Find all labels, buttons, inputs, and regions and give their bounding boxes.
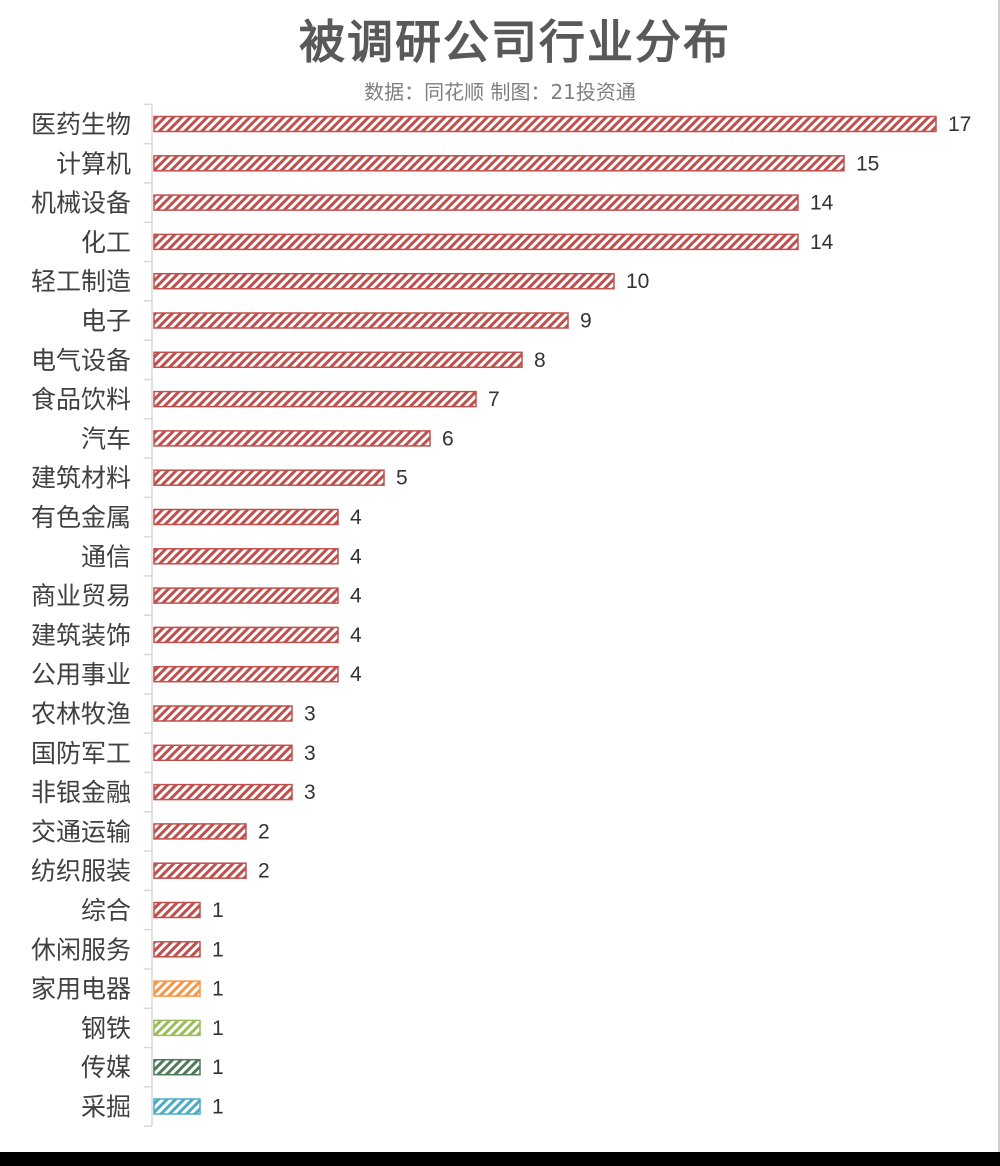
data-label: 4: [350, 506, 362, 529]
category-label: 纺织服装: [31, 857, 131, 886]
data-label: 7: [488, 388, 500, 411]
data-label: 1: [212, 1056, 224, 1079]
bar: [153, 233, 799, 251]
category-label: 轻工制造: [31, 267, 131, 296]
bar: [153, 941, 201, 958]
data-label: 17: [948, 113, 971, 136]
category-label: 国防军工: [31, 739, 131, 768]
category-label: 非银金融: [31, 778, 131, 807]
data-label: 1: [212, 1096, 224, 1119]
bar: [153, 901, 201, 919]
data-label: 9: [580, 310, 592, 333]
category-label: 建筑材料: [31, 464, 131, 493]
bar: [153, 272, 615, 290]
category-label: 汽车: [81, 424, 131, 453]
category-label: 食品饮料: [31, 385, 131, 414]
data-label: 4: [350, 624, 362, 647]
data-label: 2: [258, 820, 270, 843]
category-label: 综合: [81, 896, 131, 925]
category-label: 家用电器: [31, 975, 131, 1004]
data-label: 4: [350, 585, 362, 608]
category-label: 电子: [81, 307, 131, 336]
bar: [153, 548, 339, 565]
category-label: 化工: [81, 228, 131, 257]
bar: [153, 783, 293, 801]
data-label: 3: [304, 781, 316, 804]
bar: [153, 1058, 201, 1076]
chart-title: 被调研公司行业分布: [299, 15, 731, 69]
bar: [153, 1019, 201, 1037]
bar: [153, 312, 569, 329]
category-label: 交通运输: [31, 817, 131, 846]
bar: [153, 430, 431, 447]
category-label: 通信: [81, 542, 131, 571]
category-label: 电气设备: [31, 346, 131, 375]
bar: [153, 194, 799, 211]
data-label: 14: [810, 192, 834, 215]
chart-subtitle: 数据：同花顺 制图：21投资通: [364, 80, 636, 104]
bar: [153, 587, 339, 604]
data-label: 2: [258, 860, 270, 883]
data-label: 8: [534, 349, 546, 372]
data-label: 1: [212, 978, 224, 1001]
bar: [153, 626, 339, 644]
category-label: 医药生物: [31, 110, 131, 139]
bar: [153, 155, 845, 172]
category-label: 商业贸易: [31, 582, 131, 611]
data-label: 1: [212, 1017, 224, 1040]
category-label: 计算机: [56, 149, 131, 178]
bar: [153, 862, 247, 879]
data-label: 5: [396, 467, 408, 490]
bar: [153, 665, 339, 683]
category-label: 农林牧渔: [31, 700, 131, 729]
bar: [153, 115, 937, 133]
data-label: 3: [304, 742, 316, 765]
data-label: 1: [212, 899, 224, 922]
category-label: 机械设备: [31, 189, 131, 218]
bar: [153, 1098, 201, 1115]
category-label: 有色金属: [31, 503, 131, 532]
data-label: 6: [442, 427, 454, 450]
data-label: 10: [626, 270, 649, 293]
category-label: 公用事业: [31, 660, 131, 689]
category-label: 休闲服务: [31, 935, 131, 964]
data-label: 3: [304, 703, 316, 726]
category-label: 传媒: [81, 1053, 131, 1082]
bar: [153, 980, 201, 997]
category-label: 钢铁: [81, 1014, 131, 1043]
bar: [153, 744, 293, 762]
data-label: 14: [810, 231, 834, 254]
category-label: 采掘: [81, 1093, 131, 1122]
bar: [153, 390, 477, 408]
bar: [153, 351, 523, 369]
bar: [153, 823, 247, 840]
category-label: 建筑装饰: [31, 621, 131, 650]
bar: [153, 469, 385, 486]
data-label: 1: [212, 938, 224, 961]
data-label: 4: [350, 663, 362, 686]
data-label: 4: [350, 545, 362, 568]
bar: [153, 705, 293, 722]
data-label: 15: [856, 152, 879, 175]
bar: [153, 508, 339, 526]
